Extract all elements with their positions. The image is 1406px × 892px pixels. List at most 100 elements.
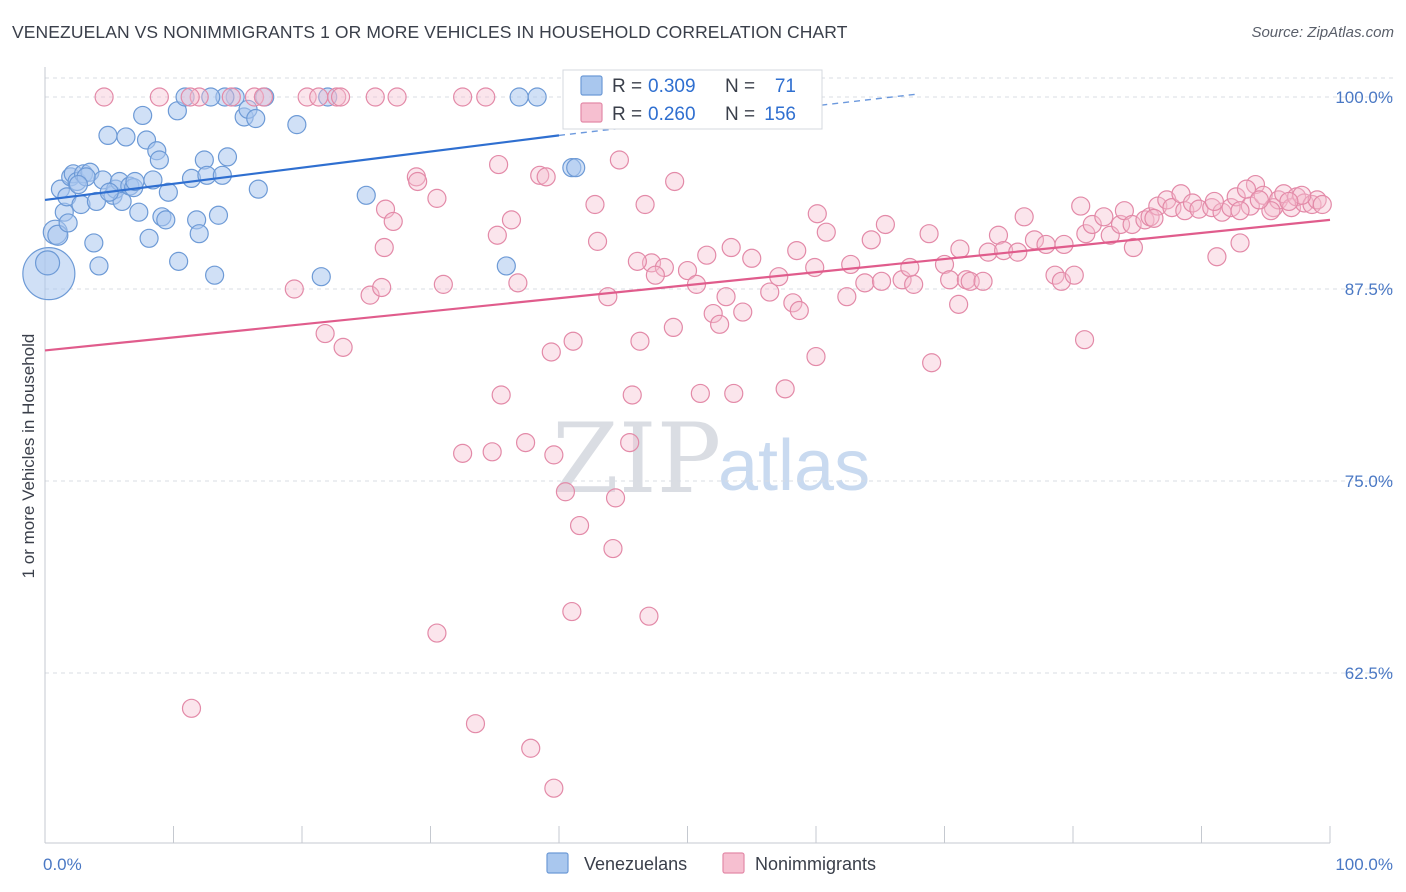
nonimmigrant-point <box>501 210 522 230</box>
nonimmigrant-point <box>1123 237 1143 258</box>
nonimmigrant-point <box>922 353 942 373</box>
nonimmigrant-point <box>1054 234 1074 255</box>
nonimmigrant-point <box>665 171 685 192</box>
nonimmigrant-point <box>482 442 502 462</box>
nonimmigrant-point <box>315 323 335 344</box>
nonimmigrant-point <box>1279 191 1299 212</box>
nonimmigrant-point <box>978 242 998 262</box>
venezuelan-point <box>125 171 145 192</box>
stats-legend: R = 0.309 N = 71 R = 0.260 N = 156 <box>562 69 823 130</box>
nonimmigrant-point <box>816 222 836 242</box>
nonimmigrant-point <box>1230 201 1250 221</box>
venezuelan-point <box>129 202 149 222</box>
nonimmigrant-point <box>365 87 385 107</box>
venezuelan-point <box>139 228 159 248</box>
nonimmigrant-point <box>789 300 809 321</box>
nonimmigrant-point <box>1175 201 1195 221</box>
nonimmigrant-point <box>569 515 590 536</box>
venezuelan-point <box>149 150 169 170</box>
nonimmigrant-point <box>710 314 730 334</box>
legend-label-venezuelans: Venezuelans <box>584 854 687 874</box>
nonimmigrant-point <box>630 331 650 351</box>
stats-legend-swatch-nonimmigrants <box>580 102 603 123</box>
stats-r-value-nonimmigrants: 0.260 <box>648 104 696 125</box>
nonimmigrant-point <box>530 165 550 185</box>
venezuelan-point <box>156 210 176 230</box>
nonimmigrants-trendline <box>44 218 1331 352</box>
venezuelan-point <box>246 108 266 129</box>
nonimmigrant-point <box>697 245 717 265</box>
nonimmigrant-point <box>383 211 403 232</box>
nonimmigrant-point <box>297 87 317 107</box>
x-tick-label-max: 100.0% <box>1335 855 1393 874</box>
nonimmigrant-point <box>433 274 453 294</box>
nonimmigrant-point <box>1230 233 1250 253</box>
nonimmigrant-point <box>487 225 507 245</box>
nonimmigrant-point <box>309 87 329 107</box>
nonimmigrant-point <box>841 254 861 275</box>
nonimmigrant-point <box>149 87 169 107</box>
source-label: Source: ZipAtlas.com <box>1251 24 1394 41</box>
nonimmigrant-point <box>253 87 274 107</box>
nonimmigrant-point <box>372 277 392 298</box>
venezuelan-point <box>217 147 238 167</box>
stats-n-value-venezuelans: 71 <box>775 76 796 97</box>
y-axis-label: 1 or more Vehicles in Household <box>19 334 38 579</box>
nonimmigrant-point <box>724 383 744 404</box>
venezuelan-point <box>89 256 109 276</box>
nonimmigrant-point <box>1082 214 1102 235</box>
venezuelan-point <box>311 267 331 287</box>
stats-r-label-venezuelans: R = <box>612 76 642 97</box>
stats-n-value-nonimmigrants: 156 <box>764 104 796 125</box>
x-tick-label-min: 0.0% <box>43 855 82 874</box>
nonimmigrant-point <box>333 337 353 357</box>
nonimmigrant-point <box>521 738 541 758</box>
nonimmigrant-point <box>871 271 892 291</box>
venezuelan-point <box>68 174 89 195</box>
venezuelan-point <box>248 179 268 199</box>
nonimmigrant-point <box>855 273 875 293</box>
venezuelan-point <box>158 182 178 202</box>
venezuelan-point <box>496 256 516 276</box>
venezuelan-point <box>201 87 221 107</box>
nonimmigrant-point <box>563 331 583 351</box>
nonimmigrant-point <box>1312 194 1332 215</box>
nonimmigrant-point <box>603 538 623 559</box>
nonimmigrant-point <box>892 270 912 290</box>
nonimmigrant-point <box>587 231 608 251</box>
nonimmigrant-point <box>639 606 659 626</box>
nonimmigrant-point <box>374 237 394 258</box>
nonimmigrant-point <box>635 194 655 215</box>
nonimmigrant-point <box>988 225 1009 245</box>
nonimmigrant-point <box>1094 207 1114 227</box>
nonimmigrant-point <box>641 253 662 273</box>
nonimmigrant-point <box>783 293 803 313</box>
chart-title: VENEZUELAN VS NONIMMIGRANTS 1 OR MORE VE… <box>12 22 848 42</box>
venezuelan-point <box>133 105 153 126</box>
nonimmigrant-point <box>515 433 536 453</box>
nonimmigrant-point <box>1245 174 1266 195</box>
nonimmigrant-point <box>1122 214 1142 235</box>
nonimmigrant-point <box>180 87 200 107</box>
venezuelan-point <box>58 213 78 233</box>
nonimmigrant-point <box>950 239 970 259</box>
nonimmigrant-point <box>221 87 241 107</box>
nonimmigrant-point <box>1014 207 1034 227</box>
watermark-atlas: atlas <box>718 426 870 506</box>
nonimmigrant-point <box>491 385 511 405</box>
nonimmigrant-point <box>453 443 473 463</box>
watermark-zip: ZIP <box>552 403 721 515</box>
nonimmigrant-point <box>609 150 629 170</box>
nonimmigrant-point <box>544 778 564 798</box>
nonimmigrant-point <box>465 714 486 734</box>
nonimmigrant-point <box>1204 191 1224 212</box>
nonimmigrant-point <box>677 260 698 281</box>
venezuelans-trendline <box>44 134 560 202</box>
venezuelan-point <box>287 115 307 135</box>
venezuelan-point <box>34 250 61 276</box>
nonimmigrant-point <box>375 199 396 219</box>
nonimmigrant-point <box>427 623 447 643</box>
nonimmigrant-point <box>408 171 428 192</box>
nonimmigrant-point <box>645 265 665 285</box>
